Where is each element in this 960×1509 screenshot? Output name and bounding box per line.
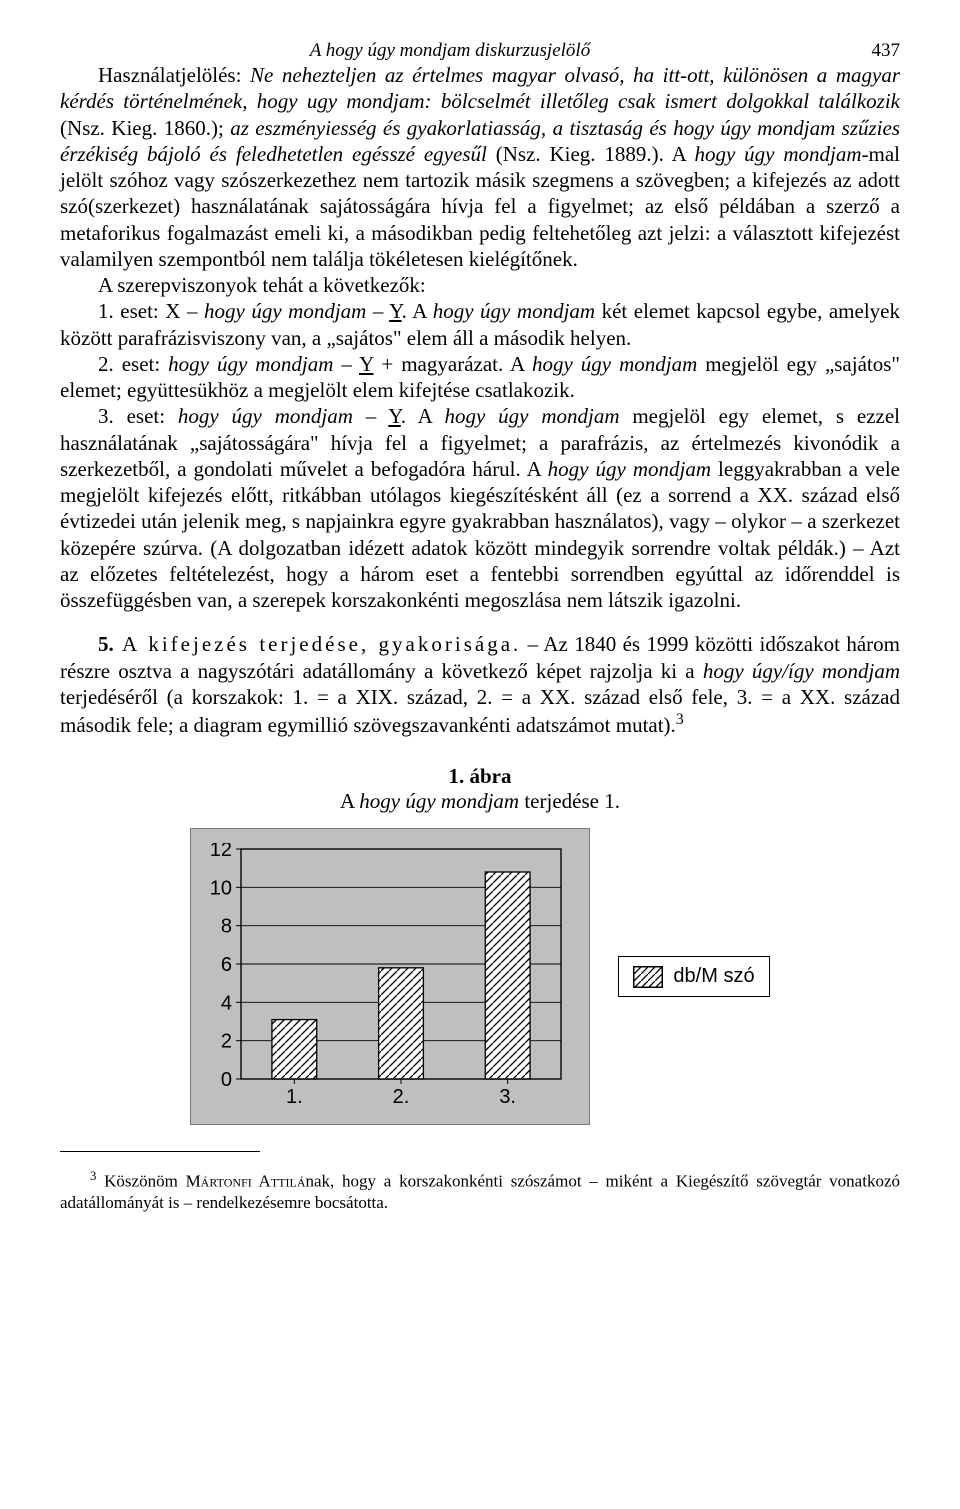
p3-d: Y [389, 299, 401, 323]
paragraph-6: 5. A kifejezés terjedése, gyakorisága. –… [60, 631, 900, 738]
figcap-c: terjedése 1. [519, 789, 620, 813]
p5-e: . A [401, 404, 445, 428]
page-number: 437 [840, 40, 900, 62]
paragraph-3: 1. eset: X – hogy úgy mondjam – Y. A hog… [60, 298, 900, 351]
figcap-a: A [340, 789, 359, 813]
figure-label: 1. ábra [60, 764, 900, 789]
p6-sup: 3 [676, 711, 684, 728]
footnote: 3 Köszönöm Mártonfi Attilának, hogy a ko… [60, 1169, 900, 1213]
chart-container: 0 2 4 6 8 10 12 1. 2. 3. db/M szó [60, 828, 900, 1125]
p3-f: hogy úgy mondjam [433, 299, 595, 323]
paragraph-4: 2. eset: hogy úgy mondjam – Y + magyaráz… [60, 351, 900, 404]
p4-f: hogy úgy mondjam [532, 352, 697, 376]
p3-c: – [366, 299, 389, 323]
paragraph-5: 3. eset: hogy úgy mondjam – Y. A hogy úg… [60, 403, 900, 613]
bar-chart: 0 2 4 6 8 10 12 1. 2. 3. [190, 828, 590, 1125]
chart-svg: 0 2 4 6 8 10 12 1. 2. 3. [197, 843, 571, 1109]
chart-legend: db/M szó [618, 956, 769, 997]
legend-label: db/M szó [673, 965, 754, 988]
p3-b: hogy úgy mondjam [204, 299, 366, 323]
paragraph-1: Használatjelölés: Ne nehezteljen az érte… [60, 62, 900, 272]
p5-a: 3. eset: [98, 404, 178, 428]
p5-b: hogy úgy mondjam [178, 404, 353, 428]
p1-src2: (Nsz. Kieg. 1889.). A [487, 142, 695, 166]
p6-head: A kifejezés terjedése, gyakorisága. [114, 632, 522, 656]
p5-c: – [353, 404, 388, 428]
p3-e: . A [402, 299, 433, 323]
p4-d: Y [359, 352, 373, 376]
title-prefix: A [310, 40, 326, 61]
running-header: A hogy úgy mondjam diskurzusjelölő 437 [60, 40, 900, 62]
title-suffix: diskurzusjelölő [470, 40, 590, 61]
footnote-author: Mártonfi Attilá [186, 1172, 306, 1191]
p5-f: hogy úgy mondjam [445, 404, 620, 428]
p6-d: hogy úgy/így mondjam [703, 659, 900, 683]
svg-text:10: 10 [210, 878, 232, 900]
p1-term: hogy úgy mondjam [694, 142, 861, 166]
svg-text:1.: 1. [286, 1086, 303, 1108]
p3-a: 1. eset: X – [98, 299, 204, 323]
p4-c: – [333, 352, 359, 376]
p4-e: + magyarázat. A [373, 352, 532, 376]
svg-text:2.: 2. [393, 1086, 410, 1108]
svg-text:3.: 3. [500, 1086, 517, 1108]
p6-num: 5. [98, 632, 114, 656]
p5-h: hogy úgy mondjam [548, 457, 711, 481]
p1-label: Használatjelölés: [98, 63, 250, 87]
title-italic: hogy úgy mondjam [326, 40, 471, 61]
p4-a: 2. eset: [98, 352, 168, 376]
figure-caption: A hogy úgy mondjam terjedése 1. [60, 789, 900, 814]
svg-text:4: 4 [221, 993, 232, 1015]
svg-text:8: 8 [221, 916, 232, 938]
svg-text:0: 0 [221, 1069, 232, 1091]
figcap-b: hogy úgy mondjam [359, 789, 519, 813]
p1-src1: (Nsz. Kieg. 1860.); [60, 116, 230, 140]
svg-text:12: 12 [210, 843, 232, 861]
svg-text:6: 6 [221, 954, 232, 976]
footnote-a: Köszönöm [96, 1172, 185, 1191]
p6-e: terjedéséről (a korszakok: 1. = a XIX. s… [60, 685, 900, 737]
paragraph-2: A szerepviszonyok tehát a következők: [60, 272, 900, 298]
legend-swatch [633, 966, 663, 988]
footnote-rule [60, 1151, 260, 1152]
p4-b: hogy úgy mondjam [168, 352, 333, 376]
running-title: A hogy úgy mondjam diskurzusjelölő [60, 40, 840, 62]
p5-d: Y [388, 404, 400, 428]
svg-text:2: 2 [221, 1031, 232, 1053]
